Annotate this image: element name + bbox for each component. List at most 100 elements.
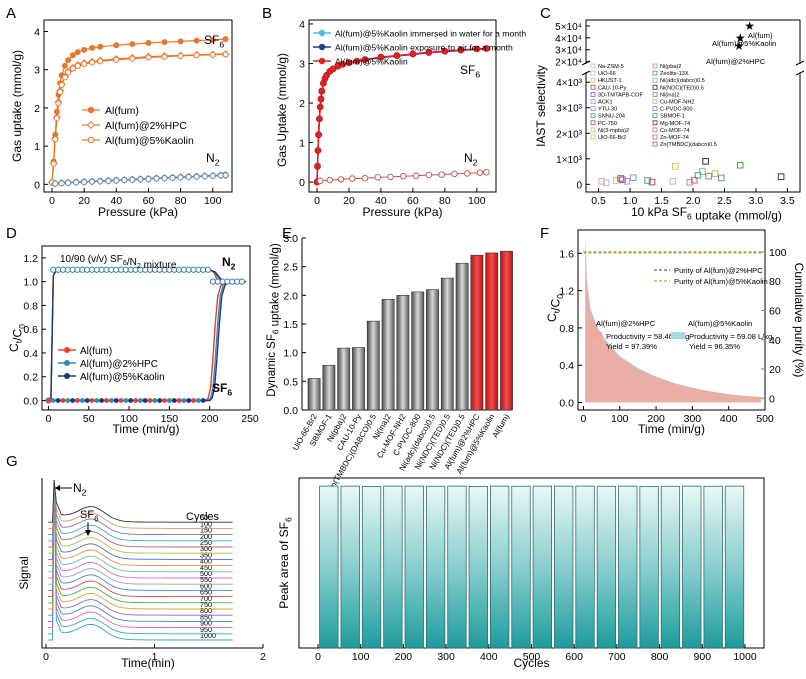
legend-marker xyxy=(652,77,658,83)
legend-marker xyxy=(590,77,596,83)
data-point xyxy=(176,398,182,403)
y-tick-label: 0.8 xyxy=(559,323,574,335)
data-point xyxy=(128,398,134,403)
axes-frame-upper xyxy=(585,19,801,64)
mixture-annotation: 10/90 (v/v) SF6/N2 mixture xyxy=(60,254,177,271)
legend-label: Zn-MOF-74 xyxy=(660,135,689,141)
label-part: SF xyxy=(80,509,94,521)
data-point xyxy=(316,177,324,185)
legend-marker xyxy=(590,63,596,69)
signal-trace xyxy=(48,479,233,523)
data-point xyxy=(145,54,152,61)
signal-trace xyxy=(48,479,233,529)
x-tick-label: 300 xyxy=(684,413,702,425)
bar xyxy=(724,485,745,649)
x-tick-label: 0 xyxy=(43,651,49,663)
x-tick-label: 50 xyxy=(83,413,95,425)
legend-label: CAU-10-Py xyxy=(598,85,626,91)
data-point xyxy=(619,176,626,184)
signal-trace xyxy=(48,479,233,542)
data-point xyxy=(315,115,323,123)
x-axis-label: 10 kPa SF6 uptake (mmol/g) xyxy=(631,205,782,223)
signal-trace xyxy=(48,479,233,610)
bar xyxy=(682,485,702,649)
bar xyxy=(618,485,638,649)
x-tick-label: 0 xyxy=(314,195,320,207)
label-part: SF xyxy=(212,381,227,395)
data-point xyxy=(177,38,184,45)
data-point xyxy=(623,177,631,185)
data-point xyxy=(74,49,81,56)
legend-label: YTU-30 xyxy=(598,107,617,113)
legend-label: UiO-66 xyxy=(598,71,616,77)
data-point xyxy=(387,173,394,181)
y-tick-label: 4×10⁴ xyxy=(555,34,582,45)
x-tick-label: 80 xyxy=(439,195,451,207)
x-tick-label: 40 xyxy=(110,195,122,207)
data-point xyxy=(204,266,212,273)
x-tick-label: 1 xyxy=(152,651,158,663)
n2-annotation: N2 xyxy=(206,151,220,168)
star-marker: ★ xyxy=(744,19,755,33)
data-point xyxy=(193,173,200,180)
label-part: t xyxy=(552,310,562,313)
data-point xyxy=(412,172,420,180)
data-point xyxy=(94,398,100,403)
data-point xyxy=(361,174,369,182)
bar xyxy=(489,485,510,649)
data-point xyxy=(702,158,709,165)
data-point xyxy=(193,52,200,59)
data-point xyxy=(169,174,176,181)
y-tick-label: 0.5 xyxy=(283,376,298,388)
legend-label: Al(fum)@5%Kaolin xyxy=(80,372,165,383)
legend-label: Purity of Al(fum)@2%HPC xyxy=(674,266,763,275)
y-tick-label: 3.0 xyxy=(283,233,298,245)
y-tick-label: 0 xyxy=(299,177,305,189)
x-tick-label: 800 xyxy=(651,651,669,663)
bar xyxy=(703,485,723,649)
y-tick-label: 1.0 xyxy=(283,348,298,360)
y-tick-label: 3 xyxy=(34,65,40,77)
bar xyxy=(361,486,382,649)
y-tick-label-right: 60 xyxy=(769,305,781,317)
cycle-label: 100 xyxy=(200,519,212,528)
y-axis-label: Peak area of SF6 xyxy=(277,517,294,609)
data-point xyxy=(97,58,104,65)
legend-label: Al(fum)@5%Kaolin xyxy=(105,135,194,147)
axes-frame xyxy=(41,245,251,411)
y-axis-label: IAST selectivity xyxy=(534,65,548,147)
bar xyxy=(470,254,484,411)
label-part: N xyxy=(222,255,231,269)
cycle-label: 700 xyxy=(200,594,212,603)
legend-marker xyxy=(652,106,658,111)
legend-marker xyxy=(590,92,596,97)
data-point xyxy=(400,172,407,180)
label-part: Peak area of SF xyxy=(277,522,291,609)
data-point xyxy=(113,177,120,184)
bar xyxy=(404,485,424,649)
y-tick-label-right: 100 xyxy=(769,247,787,259)
data-point xyxy=(65,57,72,64)
data-point xyxy=(409,50,417,58)
x-tick-label: 2.5 xyxy=(717,195,732,207)
data-point xyxy=(123,398,129,403)
data-point xyxy=(89,44,96,51)
data-point xyxy=(483,168,490,176)
legend-label: Na-ZSM-5 xyxy=(598,64,624,70)
data-point xyxy=(222,51,229,58)
y-axis-label: Ct/C0 xyxy=(545,294,565,322)
y-tick-label: 0.0 xyxy=(283,405,298,417)
label-part: 6 xyxy=(219,40,224,50)
data-point xyxy=(438,171,445,178)
data-point xyxy=(108,398,114,403)
signal-trace xyxy=(48,479,233,604)
data-point xyxy=(157,398,163,403)
annotation-swatch xyxy=(671,332,685,339)
sf6-arrowhead xyxy=(85,530,91,536)
bar xyxy=(340,485,360,649)
x-tick-label: 20 xyxy=(343,195,355,207)
signal-trace xyxy=(48,479,233,536)
panel-g-left: 0 1 2 Time(min) Signal 1000950900850800750700… xyxy=(17,478,266,670)
data-point xyxy=(97,178,104,185)
legend-marker xyxy=(590,106,596,111)
